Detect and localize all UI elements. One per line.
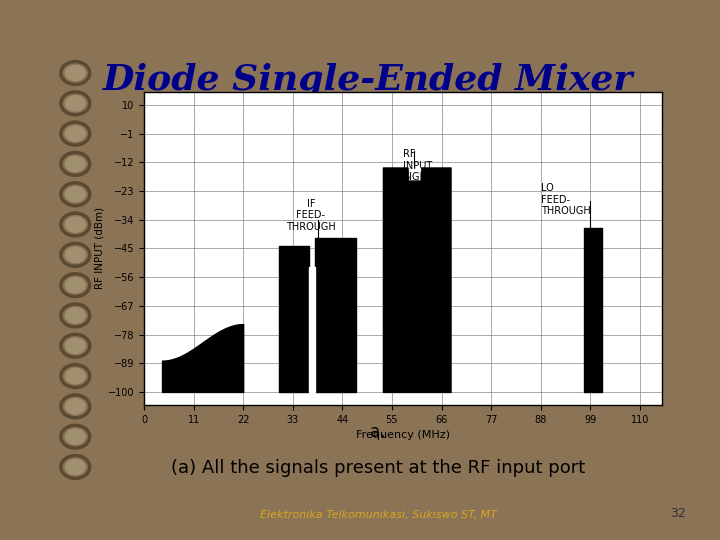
Circle shape <box>65 216 86 233</box>
Text: LO
FEED-
THROUGH: LO FEED- THROUGH <box>541 183 590 217</box>
Circle shape <box>65 186 86 202</box>
Circle shape <box>65 95 86 112</box>
X-axis label: Frequency (MHz): Frequency (MHz) <box>356 430 450 440</box>
Text: IF
FEED-
THROUGH: IF FEED- THROUGH <box>286 199 336 232</box>
Text: (a) All the signals present at the RF input port: (a) All the signals present at the RF in… <box>171 460 585 477</box>
Circle shape <box>65 398 86 415</box>
Circle shape <box>65 338 86 354</box>
Circle shape <box>65 458 86 475</box>
Circle shape <box>65 125 86 142</box>
Text: 32: 32 <box>670 507 686 520</box>
Circle shape <box>65 307 86 324</box>
Text: RF
INPUT
SIGNAL: RF INPUT SIGNAL <box>403 149 439 183</box>
Circle shape <box>65 156 86 172</box>
Circle shape <box>65 428 86 445</box>
Circle shape <box>65 65 86 82</box>
Circle shape <box>65 247 86 263</box>
Text: Elektronika Telkomunikasi, Sukiswo ST, MT: Elektronika Telkomunikasi, Sukiswo ST, M… <box>260 510 496 520</box>
Text: a.: a. <box>370 423 386 441</box>
Y-axis label: RF INPUT (dBm): RF INPUT (dBm) <box>95 207 105 289</box>
Text: Diode Single-Ended Mixer: Diode Single-Ended Mixer <box>103 63 633 97</box>
Circle shape <box>65 368 86 384</box>
Circle shape <box>65 277 86 293</box>
